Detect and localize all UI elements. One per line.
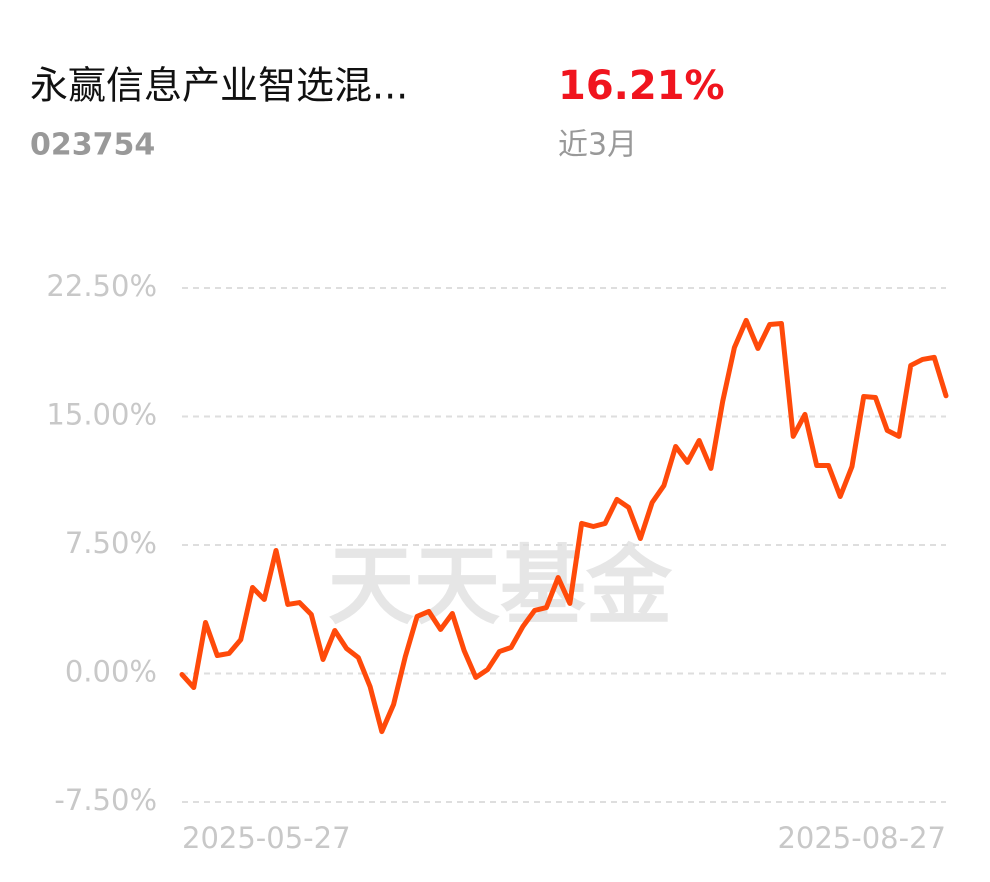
return-period: 近3月	[558, 128, 637, 163]
x-tick-label: 2025-05-27	[182, 821, 351, 855]
x-tick-label: 2025-08-27	[777, 821, 946, 855]
y-tick-label: 0.00%	[65, 655, 157, 689]
y-tick-label: 7.50%	[65, 526, 157, 560]
watermark: 天天基金	[328, 536, 673, 636]
y-tick-label: 22.50%	[46, 269, 157, 303]
fund-code: 023754	[30, 128, 155, 163]
data-line	[179, 317, 949, 735]
fund-title: 永赢信息产业智选混...	[30, 64, 408, 108]
fund-return: 16.21%	[558, 63, 725, 109]
y-tick-label: -7.50%	[54, 783, 157, 817]
y-tick-label: 15.00%	[46, 398, 157, 432]
